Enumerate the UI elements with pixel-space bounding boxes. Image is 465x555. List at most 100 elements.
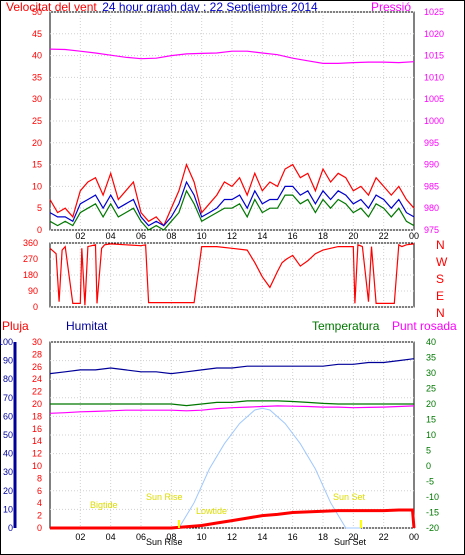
- rain-x-tick: 20: [348, 532, 358, 542]
- rain-y-tick: 16: [32, 424, 42, 434]
- humidity-y-tick: 0: [8, 523, 13, 533]
- rain-x-tick: 18: [318, 532, 328, 542]
- compass-letter: N: [436, 238, 445, 252]
- rain-x-tick: 06: [136, 532, 146, 542]
- temperature-title: Temperatura: [312, 319, 380, 333]
- rain-y-tick: 0: [37, 523, 42, 533]
- temperature-y-tick: 15: [426, 415, 436, 425]
- pressure-y-tick: 1010: [424, 72, 444, 82]
- temperature-y-tick: 20: [426, 399, 436, 409]
- wind-y-tick: 20: [32, 138, 42, 148]
- humidity-y-tick: 60: [3, 411, 13, 421]
- pressure-y-tick: 1005: [424, 94, 444, 104]
- wind-grid: [50, 11, 414, 231]
- rain-title: Pluja: [2, 319, 29, 333]
- rain-y-tick: 4: [37, 498, 42, 508]
- humidity-y-tick: 20: [3, 486, 13, 496]
- sunset-tick-label: Sun Set: [334, 537, 367, 547]
- wind-y-tick: 5: [37, 203, 42, 213]
- rain-y-tick: 12: [32, 449, 42, 459]
- temperature-y-tick: -15: [426, 508, 439, 518]
- wind-x-tick: 12: [227, 231, 237, 241]
- wind-y-tick: 10: [32, 181, 42, 191]
- pressure-y-tick: 975: [424, 225, 439, 235]
- rain-x-tick: 10: [197, 532, 207, 542]
- temperature-y-tick: -10: [426, 492, 439, 502]
- compass-letter: W: [436, 255, 448, 269]
- rain-x-tick: 14: [257, 532, 267, 542]
- pressure-line: [49, 48, 415, 65]
- wind-x-tick: 08: [166, 231, 176, 241]
- wind-title: Velocitat del vent: [6, 0, 97, 14]
- pressure-y-tick: 990: [424, 160, 439, 170]
- sunrise-label: Sun Rise: [146, 492, 183, 502]
- wind-x-tick: 06: [136, 231, 146, 241]
- humidity-y-tick: 70: [3, 393, 13, 403]
- rain-y-tick: 10: [32, 461, 42, 471]
- humidity-y-tick: 100: [0, 337, 13, 347]
- wind-y-tick: 15: [32, 160, 42, 170]
- wind-y-tick: 50: [32, 7, 42, 17]
- rain-y-tick: 30: [32, 337, 42, 347]
- dewpoint-line: [49, 405, 415, 414]
- rain-y-tick: 2: [37, 511, 42, 521]
- temperature-y-tick: 30: [426, 368, 436, 378]
- rain-y-tick: 28: [32, 349, 42, 359]
- wind-speed-line: [49, 189, 415, 231]
- pressure-y-tick: 995: [424, 138, 439, 148]
- direction-y-tick: 180: [23, 270, 38, 280]
- rain-y-tick: 22: [32, 387, 42, 397]
- dewpoint-title: Punt rosada: [392, 319, 457, 333]
- temperature-y-tick: 0: [426, 461, 431, 471]
- humidity-y-tick: 30: [3, 467, 13, 477]
- wind-x-axis: 02 04 06 08 10 12 14 16 18 20 22 00: [75, 231, 419, 241]
- wind-x-tick: 04: [106, 231, 116, 241]
- humidity-y-tick: 10: [3, 504, 13, 514]
- wind-x-tick: 00: [409, 231, 419, 241]
- rain-y-tick: 14: [32, 436, 42, 446]
- direction-y-tick: 360: [23, 238, 38, 248]
- wind-x-tick: 20: [348, 231, 358, 241]
- temperature-y-tick: 35: [426, 353, 436, 363]
- direction-y-tick: 90: [28, 286, 38, 296]
- bigtide-label: Bigtide: [90, 500, 118, 510]
- pressure-y-tick: 1015: [424, 51, 444, 61]
- temperature-y-tick: 10: [426, 430, 436, 440]
- compass-letter: N: [436, 306, 445, 320]
- compass-letter: E: [436, 289, 444, 303]
- humidity-y-tick: 90: [3, 356, 13, 366]
- wind-y-tick: 30: [32, 94, 42, 104]
- wind-gust-line: [49, 162, 415, 227]
- rain-x-tick: 02: [75, 532, 85, 542]
- wind-average-line: [49, 180, 415, 227]
- rain-y-tick: 8: [37, 473, 42, 483]
- wind-y-axis: 0 5 10 15 20 25 30 35 40 45 50: [32, 7, 42, 235]
- humidity-y-tick: 50: [3, 430, 13, 440]
- temperature-y-tick: -5: [426, 477, 434, 487]
- pressure-y-tick: 1000: [424, 116, 444, 126]
- lowtide-label: Lowtide: [196, 506, 227, 516]
- rain-y-tick: 24: [32, 374, 42, 384]
- direction-y-tick: 0: [33, 302, 38, 312]
- pressure-title: Pressió: [371, 0, 411, 14]
- rain-y-tick: 26: [32, 362, 42, 372]
- wind-direction-line: [49, 243, 415, 306]
- sunrise-tick-label: Sun Rise: [146, 537, 183, 547]
- rain-x-tick: 12: [227, 532, 237, 542]
- direction-y-tick: 270: [23, 254, 38, 264]
- humidity-line: [49, 358, 415, 375]
- wind-x-tick: 18: [318, 231, 328, 241]
- rain-x-tick: 22: [379, 532, 389, 542]
- rain-y-tick: 20: [32, 399, 42, 409]
- sunset-label: Sun Set: [333, 492, 366, 502]
- compass-letter: S: [436, 272, 444, 286]
- wind-y-tick: 45: [32, 29, 42, 39]
- humidity-y-tick: 40: [3, 449, 13, 459]
- humidity-y-tick: 80: [3, 374, 13, 384]
- direction-y-axis: 0 90 180 270 360: [23, 238, 38, 312]
- rain-line: [50, 508, 416, 530]
- rain-x-tick: 08: [166, 532, 176, 542]
